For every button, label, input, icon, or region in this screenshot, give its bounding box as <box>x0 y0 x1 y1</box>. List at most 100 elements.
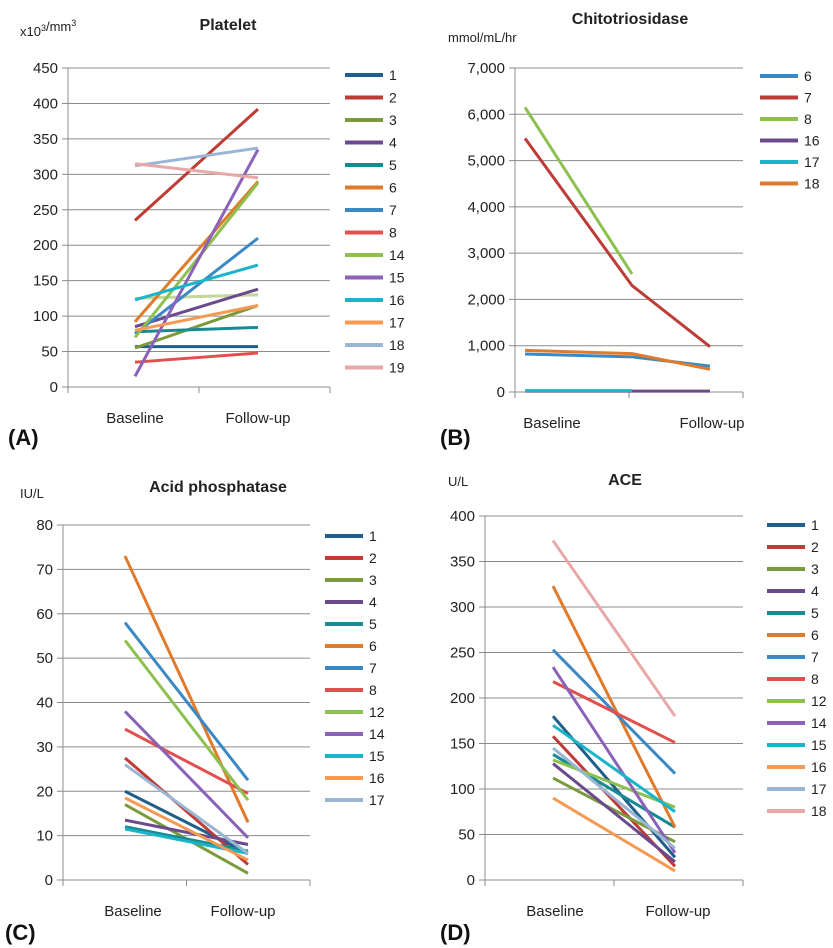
chart-title: Chitotriosidase <box>572 11 689 28</box>
y-tick-label: 150 <box>450 736 475 753</box>
series-line-15 <box>552 724 676 813</box>
legend-label: 7 <box>811 649 819 665</box>
x-category-label: Follow-up <box>225 410 290 427</box>
legend-label: 16 <box>389 292 405 308</box>
y-tick-label: 1,000 <box>467 338 505 355</box>
legend-label: 7 <box>369 660 377 676</box>
legend-label: 17 <box>369 792 385 808</box>
legend-label: 4 <box>811 583 819 599</box>
panel-label: (A) <box>8 425 39 450</box>
legend-label: 6 <box>811 627 819 643</box>
legend-label: 17 <box>804 154 820 170</box>
legend-label: 14 <box>811 715 827 731</box>
series-line-17 <box>134 304 259 332</box>
x-category-label: Follow-up <box>210 903 275 920</box>
series-line-8 <box>124 727 249 795</box>
series-line-8 <box>523 106 634 275</box>
y-tick-label: 10 <box>36 828 53 845</box>
y-tick-label: 200 <box>450 690 475 707</box>
series-line-16 <box>552 796 676 873</box>
legend-label: 17 <box>389 315 405 331</box>
legend-label: 6 <box>369 638 377 654</box>
legend-label: 15 <box>369 748 385 764</box>
x-category-label: Baseline <box>523 415 581 432</box>
series-line-6 <box>133 180 260 323</box>
series-line-17 <box>124 763 249 855</box>
series-line-8 <box>134 351 259 364</box>
legend-label: 2 <box>369 550 377 566</box>
series-line-1 <box>124 789 249 855</box>
series-line-19 <box>134 162 259 180</box>
legend-label: 7 <box>389 202 397 218</box>
y-tick-label: 0 <box>50 379 58 396</box>
y-tick-label: 30 <box>36 739 53 756</box>
series-line-16 <box>134 263 259 302</box>
legend-label: 1 <box>811 517 819 533</box>
legend-label: 14 <box>369 726 385 742</box>
y-tick-label: 300 <box>450 599 475 616</box>
y-tick-label: 250 <box>33 202 58 219</box>
chart-panel-a: 0 50 100 150 200 250 300 350 400 450 Baseline Follo… <box>8 17 405 450</box>
y-tick-label: 350 <box>450 554 475 571</box>
legend-label: 4 <box>369 594 377 610</box>
series-line-14 <box>551 666 677 854</box>
y-tick-label: 4,000 <box>467 199 505 216</box>
series-line-5 <box>124 825 249 853</box>
legend-label: 2 <box>811 539 819 555</box>
y-tick-label: 400 <box>450 508 475 525</box>
y-tick-label: 150 <box>33 273 58 290</box>
legend-label: 7 <box>804 90 812 106</box>
y-tick-label: 0 <box>497 384 505 401</box>
legend-label: 15 <box>389 270 405 286</box>
y-tick-label: 250 <box>450 645 475 662</box>
y-unit-label: mmol/mL/hr <box>448 30 517 45</box>
legend-label: 6 <box>389 180 397 196</box>
series-line-8 <box>552 680 676 744</box>
series-line-12 <box>552 758 676 809</box>
legend: 6 7 8 16 17 18 <box>760 68 820 192</box>
y-tick-label: 70 <box>36 561 53 578</box>
legend-label: 1 <box>389 67 397 83</box>
legend-label: 14 <box>389 247 405 263</box>
legend-label: 3 <box>369 572 377 588</box>
x-category-label: Baseline <box>526 903 584 920</box>
y-tick-label: 50 <box>36 650 53 667</box>
legend-label: 8 <box>369 682 377 698</box>
y-tick-label: 50 <box>41 344 58 361</box>
panel-label: (D) <box>440 920 471 945</box>
legend-label: 17 <box>811 781 827 797</box>
legend-label: 19 <box>389 360 405 376</box>
series-line-4 <box>552 762 676 863</box>
y-tick-label: 350 <box>33 131 58 148</box>
legend-label: 16 <box>811 759 827 775</box>
legend-label: 5 <box>369 616 377 632</box>
y-tick-label: 450 <box>33 60 58 77</box>
legend-label: 3 <box>389 112 397 128</box>
series-line-18 <box>524 348 711 371</box>
series-line-18 <box>551 539 677 718</box>
series-line-5 <box>134 325 259 334</box>
y-tick-label: 80 <box>36 517 53 534</box>
panel-label: (B) <box>440 425 471 450</box>
y-tick-label: 6,000 <box>467 106 505 123</box>
series-line-6 <box>123 555 250 823</box>
chart-panel-d: 0 50 100 150 200 250 300 350 400 Baseline Follow-u… <box>440 472 827 945</box>
legend-label: 8 <box>811 671 819 687</box>
legend-label: 5 <box>389 157 397 173</box>
y-tick-label: 100 <box>450 781 475 798</box>
y-tick-label: 2,000 <box>467 291 505 308</box>
legend-label: 5 <box>811 605 819 621</box>
legend-label: 12 <box>811 693 827 709</box>
y-tick-label: 60 <box>36 606 53 623</box>
legend-label: 16 <box>804 133 820 149</box>
series-line-14 <box>123 710 250 839</box>
legend-label: 15 <box>811 737 827 753</box>
legend-label: 3 <box>811 561 819 577</box>
legend-label: 16 <box>369 770 385 786</box>
y-tick-label: 3,000 <box>467 245 505 262</box>
series-line-18 <box>134 146 259 168</box>
x-category-label: Follow-up <box>645 903 710 920</box>
y-unit-label: U/L <box>448 474 468 489</box>
chart-panel-b: 0 1,000 2,000 3,000 4,000 5,000 6,000 7,000 Base… <box>440 11 820 450</box>
series-line-12 <box>123 639 250 802</box>
